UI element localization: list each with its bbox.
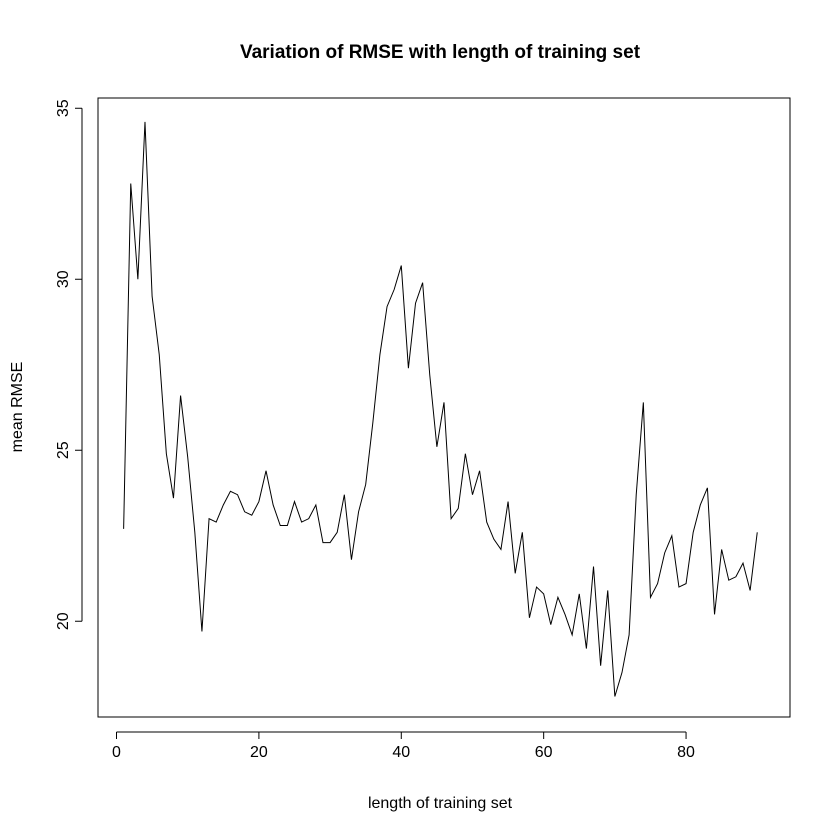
x-tick-label: 40 <box>392 744 410 761</box>
y-axis: 20 25 30 35 <box>55 99 83 630</box>
series-line <box>123 121 758 697</box>
y-axis-label: mean RMSE <box>9 362 26 453</box>
y-tick-label: 25 <box>55 441 72 459</box>
plot-frame <box>97 97 791 718</box>
x-tick-label: 0 <box>112 744 121 761</box>
chart-title: Variation of RMSE with length of trainin… <box>240 42 641 63</box>
x-tick-label: 80 <box>677 744 695 761</box>
y-tick-label: 30 <box>55 270 72 288</box>
x-tick-label: 20 <box>250 744 268 761</box>
y-tick-label: 35 <box>55 99 72 117</box>
y-tick-label: 20 <box>55 612 72 630</box>
x-axis-label: length of training set <box>368 795 513 812</box>
x-tick-label: 60 <box>535 744 553 761</box>
x-axis: 0 20 40 60 80 <box>112 731 695 761</box>
